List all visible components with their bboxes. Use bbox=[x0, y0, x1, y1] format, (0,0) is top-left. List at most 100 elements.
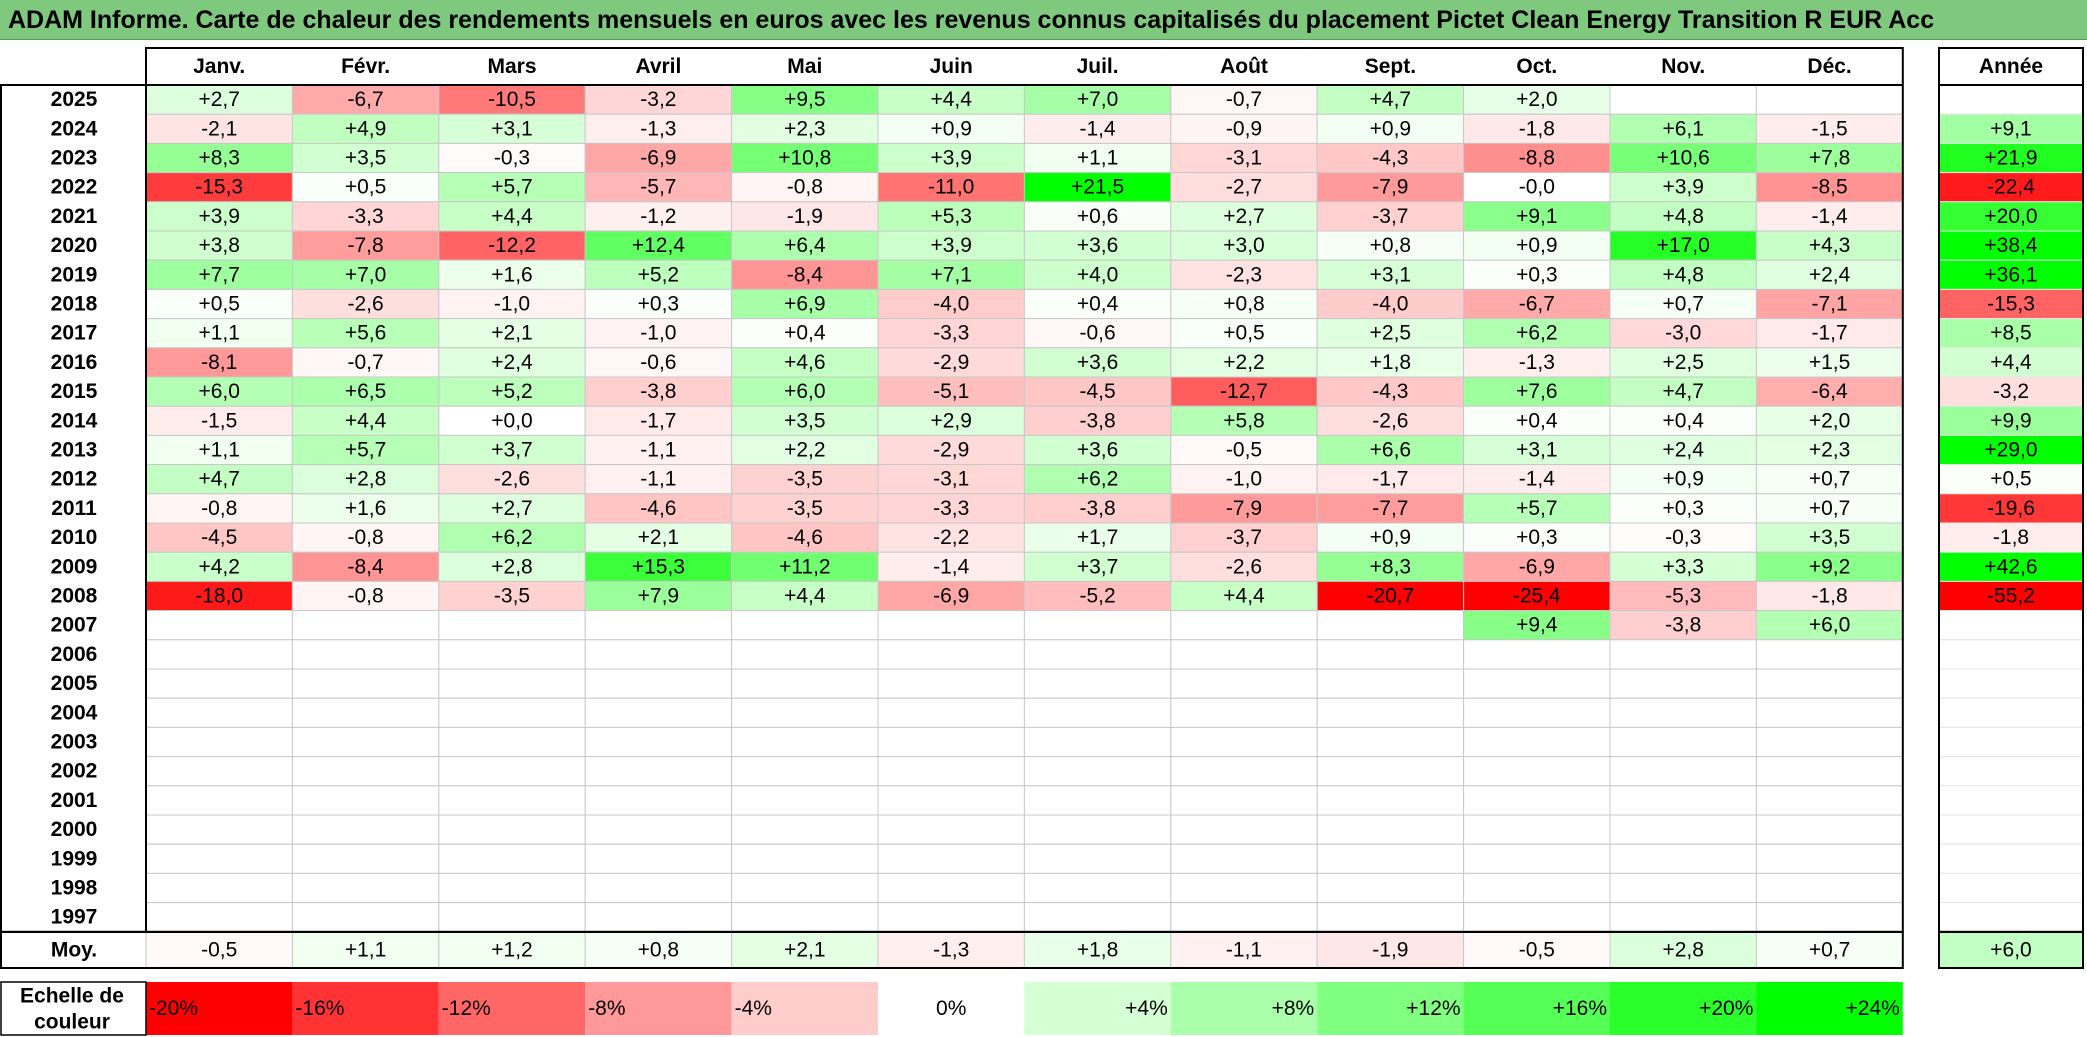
cell-1997-1 bbox=[145, 902, 293, 933]
cell-value-2018-2: -2,6 bbox=[348, 293, 384, 316]
cell-2002-1 bbox=[145, 756, 293, 787]
cell-1999-4 bbox=[584, 843, 733, 874]
cell-2002-11 bbox=[1609, 756, 1757, 787]
cell-2015-7 bbox=[1023, 376, 1172, 407]
cell-2004-5 bbox=[731, 697, 879, 728]
cell-value-2022-6: -11,0 bbox=[928, 176, 974, 199]
cell-2001-10 bbox=[1463, 785, 1611, 816]
cell-2007-11 bbox=[1609, 610, 1757, 641]
year-label-2010: 2010 bbox=[51, 526, 98, 549]
cell-value-2018-11: +0,7 bbox=[1662, 293, 1703, 316]
cell-value-2011-12: +0,7 bbox=[1809, 497, 1850, 520]
cell-2018-12 bbox=[1755, 288, 1904, 320]
cell-2005-8 bbox=[1170, 668, 1318, 699]
cell-2014-10 bbox=[1463, 405, 1611, 436]
cell-2005-4 bbox=[584, 668, 733, 699]
cell-2003-4 bbox=[584, 726, 733, 758]
cell-2005-9 bbox=[1316, 668, 1465, 699]
cell-1997-4 bbox=[584, 902, 733, 933]
cell-2006-4 bbox=[584, 639, 733, 670]
cell-value-2009-4: +15,3 bbox=[632, 555, 685, 578]
cell-2005-6 bbox=[877, 668, 1025, 699]
annual-value-2008: -55,2 bbox=[1987, 585, 2035, 608]
average-value-10: -0,5 bbox=[1519, 939, 1555, 962]
cell-2006-9 bbox=[1316, 639, 1465, 670]
cell-value-2008-11: -5,3 bbox=[1665, 585, 1701, 608]
cell-value-2015-10: +7,6 bbox=[1516, 380, 1557, 403]
cell-value-2020-2: -7,8 bbox=[348, 234, 384, 257]
cell-2023-6 bbox=[877, 142, 1025, 174]
cell-2021-1 bbox=[145, 201, 293, 232]
cell-2010-2 bbox=[291, 522, 440, 553]
cell-2020-4 bbox=[584, 230, 733, 261]
cell-value-2025-3: -10,5 bbox=[488, 88, 536, 111]
year-label-2021: 2021 bbox=[51, 205, 98, 228]
cell-2011-3 bbox=[438, 493, 586, 524]
year-label-2022: 2022 bbox=[51, 176, 98, 199]
month-header-5: Mai bbox=[787, 55, 822, 78]
cell-2013-7 bbox=[1023, 434, 1172, 466]
annual-cell-2004 bbox=[1938, 697, 2084, 728]
year-label-2009: 2009 bbox=[51, 555, 98, 578]
cell-value-2012-12: +0,7 bbox=[1809, 468, 1850, 491]
cell-2022-5 bbox=[731, 172, 879, 203]
cell-2020-3 bbox=[438, 230, 586, 261]
cell-value-2025-2: -6,7 bbox=[348, 88, 384, 111]
cell-value-2010-4: +2,1 bbox=[638, 526, 679, 549]
cell-value-2016-10: -1,3 bbox=[1519, 351, 1555, 374]
cell-value-2023-7: +1,1 bbox=[1077, 147, 1118, 170]
cell-value-2019-5: -8,4 bbox=[787, 263, 824, 286]
month-header-6: Juin bbox=[930, 55, 973, 78]
cell-value-2024-11: +6,1 bbox=[1662, 117, 1703, 140]
cell-2005-11 bbox=[1609, 668, 1757, 699]
year-label-2017: 2017 bbox=[51, 322, 98, 345]
cell-value-2011-3: +2,7 bbox=[491, 497, 532, 520]
cell-2013-2 bbox=[291, 434, 440, 466]
cell-2009-10 bbox=[1463, 551, 1611, 582]
cell-value-2020-1: +3,8 bbox=[198, 234, 239, 257]
cell-2019-3 bbox=[438, 259, 586, 290]
cell-2001-2 bbox=[291, 785, 440, 816]
cell-1997-12 bbox=[1755, 902, 1904, 933]
month-header-row bbox=[146, 48, 1903, 85]
cell-2008-1 bbox=[145, 580, 293, 612]
average-cell-8 bbox=[1170, 931, 1318, 969]
annual-cell-2005 bbox=[1938, 668, 2084, 699]
chart-title: ADAM Informe. Carte de chaleur des rende… bbox=[0, 0, 2087, 40]
annual-cell-1998 bbox=[1938, 872, 2084, 904]
cell-2019-6 bbox=[877, 259, 1025, 290]
cell-value-2010-6: -2,2 bbox=[933, 526, 969, 549]
cell-2006-12 bbox=[1755, 639, 1904, 670]
cell-2003-11 bbox=[1609, 726, 1757, 758]
cell-2007-7 bbox=[1023, 610, 1172, 641]
cell-1997-11 bbox=[1609, 902, 1757, 933]
cell-2006-5 bbox=[731, 639, 879, 670]
cell-value-2013-1: +1,1 bbox=[198, 439, 239, 462]
cell-value-2014-11: +0,4 bbox=[1662, 409, 1704, 432]
cell-2024-1 bbox=[145, 113, 293, 144]
year-label-2020: 2020 bbox=[51, 234, 98, 257]
cell-2006-7 bbox=[1023, 639, 1172, 670]
cell-value-2009-9: +8,3 bbox=[1370, 555, 1411, 578]
cell-value-2022-12: -8,5 bbox=[1812, 176, 1848, 199]
cell-value-2020-12: +4,3 bbox=[1809, 234, 1850, 257]
month-header-2: Févr. bbox=[341, 55, 390, 78]
average-value-1: -0,5 bbox=[201, 939, 237, 962]
cell-2017-11 bbox=[1609, 318, 1757, 349]
year-label-2016: 2016 bbox=[51, 351, 98, 374]
cell-value-2011-11: +0,3 bbox=[1662, 497, 1703, 520]
cell-2009-5 bbox=[731, 551, 879, 582]
scale-swatch-5 bbox=[731, 982, 878, 1035]
cell-2015-10 bbox=[1463, 376, 1611, 407]
cell-value-2016-9: +1,8 bbox=[1370, 351, 1411, 374]
cell-2021-7 bbox=[1023, 201, 1172, 232]
cell-2002-7 bbox=[1023, 756, 1172, 787]
cell-value-2014-8: +5,8 bbox=[1223, 409, 1264, 432]
cell-2000-4 bbox=[584, 814, 733, 845]
cell-2004-9 bbox=[1316, 697, 1465, 728]
cell-2024-10 bbox=[1463, 113, 1611, 144]
cell-value-2008-10: -25,4 bbox=[1513, 585, 1561, 608]
annual-cell-1999 bbox=[1938, 843, 2084, 874]
cell-2010-11 bbox=[1609, 522, 1757, 553]
cell-2000-6 bbox=[877, 814, 1025, 845]
